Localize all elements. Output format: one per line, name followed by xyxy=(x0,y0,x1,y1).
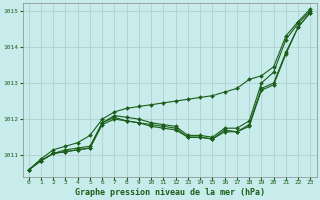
X-axis label: Graphe pression niveau de la mer (hPa): Graphe pression niveau de la mer (hPa) xyxy=(75,188,265,197)
